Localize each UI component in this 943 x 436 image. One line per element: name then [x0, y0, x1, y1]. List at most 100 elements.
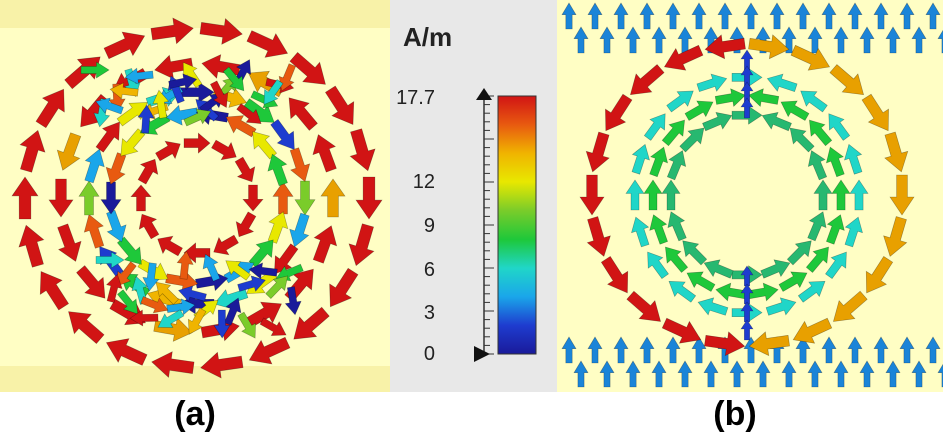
- panel-a-arrow: [106, 273, 123, 303]
- panel-a-arrow: [349, 128, 376, 172]
- legend-unit: A/m: [403, 22, 453, 52]
- panel-b-arrow: [663, 44, 704, 71]
- panel-a-arrow: [237, 311, 256, 339]
- panel-a-arrow: [48, 178, 74, 218]
- colorbar-gradient: [497, 95, 537, 355]
- panel-a-arrow: [117, 289, 139, 315]
- panel-b-arrow: [795, 2, 811, 30]
- panel-b-arrow: [748, 34, 790, 60]
- panel-b-arrow: [899, 336, 915, 364]
- panel-a-arrow: [182, 61, 203, 89]
- panel-b-arrow: [649, 146, 669, 178]
- panel-a-arrow: [213, 309, 231, 339]
- panel-a-arrow: [83, 213, 105, 249]
- panel-b-arrow: [587, 2, 603, 30]
- panel-a-arrow: [151, 351, 195, 379]
- panel-b-arrow: [826, 214, 845, 245]
- panel-b-arrow: [649, 214, 668, 245]
- panel-b-arrow: [761, 111, 792, 132]
- panel-b-arrow: [667, 211, 687, 242]
- panel-a-arrow: [116, 261, 137, 287]
- panel-a-arrow: [157, 235, 183, 257]
- panel-a-arrow: [140, 296, 169, 314]
- panel-b-arrow: [639, 336, 655, 364]
- panel-b-arrow: [573, 26, 589, 54]
- panel-a-arrow: [320, 178, 346, 218]
- panel-a-arrow: [76, 265, 106, 299]
- panel-b-arrow: [665, 246, 689, 273]
- panel-b-arrow: [665, 336, 681, 364]
- panel-b-arrow: [825, 251, 847, 280]
- panel-b-arrow: [665, 2, 681, 30]
- panel-a-arrow: [355, 176, 383, 220]
- panel-a-arrow: [152, 89, 170, 119]
- panel-a-arrow: [213, 288, 249, 310]
- panel-b-arrow: [691, 336, 707, 364]
- panel-b-arrow: [613, 2, 629, 30]
- panel-a-arrow: [95, 97, 124, 115]
- panel-b-arrow: [661, 179, 681, 211]
- panel-b-arrow: [789, 127, 815, 153]
- panel-b-arrow: [925, 336, 941, 364]
- panel-b-arrow: [626, 290, 662, 322]
- panel-b-arrow: [861, 93, 889, 132]
- panel-b-arrow: [677, 26, 693, 54]
- panel-b-arrow: [666, 150, 687, 181]
- panel-a-arrow: [106, 209, 127, 243]
- panel-b-arrow: [911, 360, 927, 388]
- panel-a-arrow: [129, 309, 159, 327]
- panel-b-arrow: [696, 73, 728, 92]
- panel-b-arrow: [778, 271, 808, 292]
- panel-b-arrow: [625, 360, 641, 388]
- panel-b-arrow: [755, 360, 771, 388]
- panel-a-arrow: [168, 73, 198, 91]
- panel-b-arrow: [679, 127, 705, 153]
- panel-a-arrow: [288, 97, 318, 131]
- panel-b-arrow: [740, 301, 754, 323]
- panel-b-arrow: [844, 143, 863, 175]
- panel-b-arrow: [740, 81, 754, 103]
- panel-a-arrow: [234, 156, 256, 183]
- panel-b-arrow: [651, 360, 667, 388]
- panel-b-arrow: [831, 179, 851, 211]
- panel-a-arrow: [116, 236, 142, 265]
- panel-b-arrow: [587, 336, 603, 364]
- panel-a-arrow: [248, 239, 274, 268]
- panel-a-vector-field: [0, 0, 390, 392]
- panel-b-arrow: [807, 150, 828, 181]
- panel-b-arrow: [832, 290, 868, 322]
- panel-b-arrow: [697, 297, 729, 316]
- panel-b-arrow: [661, 119, 685, 147]
- panel-a-arrow: [348, 223, 375, 267]
- panel-a-arrow: [138, 213, 160, 240]
- panel-b-arrow: [613, 336, 629, 364]
- panel-a-arrow: [57, 223, 82, 262]
- panel-a-arrow: [252, 131, 278, 160]
- colorbar-max-handle: [476, 88, 492, 100]
- panel-b-arrow: [631, 216, 650, 248]
- panel-a-arrow: [142, 262, 160, 292]
- panel-b-arrow: [740, 49, 754, 71]
- colorbar-min-handle: [474, 346, 490, 362]
- panel-b-arrow: [625, 179, 645, 211]
- panel-b-arrow: [714, 88, 746, 108]
- panel-b-arrow: [792, 317, 833, 344]
- panel-a-arrow: [19, 129, 46, 173]
- panel-b-arrow: [805, 246, 829, 273]
- panel-b-arrow: [865, 255, 894, 294]
- legend-tick-label: 6: [423, 259, 435, 281]
- panel-b-arrow: [844, 216, 863, 248]
- panel-a-arrow: [263, 79, 284, 105]
- panel-b-arrow: [704, 331, 746, 357]
- panel-a-arrow: [236, 103, 262, 124]
- panel-a-arrow: [177, 285, 207, 303]
- legend-colorbar: [474, 88, 537, 362]
- panel-a-arrow: [150, 17, 194, 45]
- panel-b-arrow: [704, 34, 746, 60]
- panel-b-arrow: [605, 93, 633, 132]
- caption-a: (a): [174, 395, 216, 433]
- panel-b-arrow: [769, 2, 785, 30]
- panel-b-arrow: [715, 282, 747, 302]
- panel-b-arrow: [797, 280, 826, 303]
- panel-b-arrow: [825, 146, 845, 178]
